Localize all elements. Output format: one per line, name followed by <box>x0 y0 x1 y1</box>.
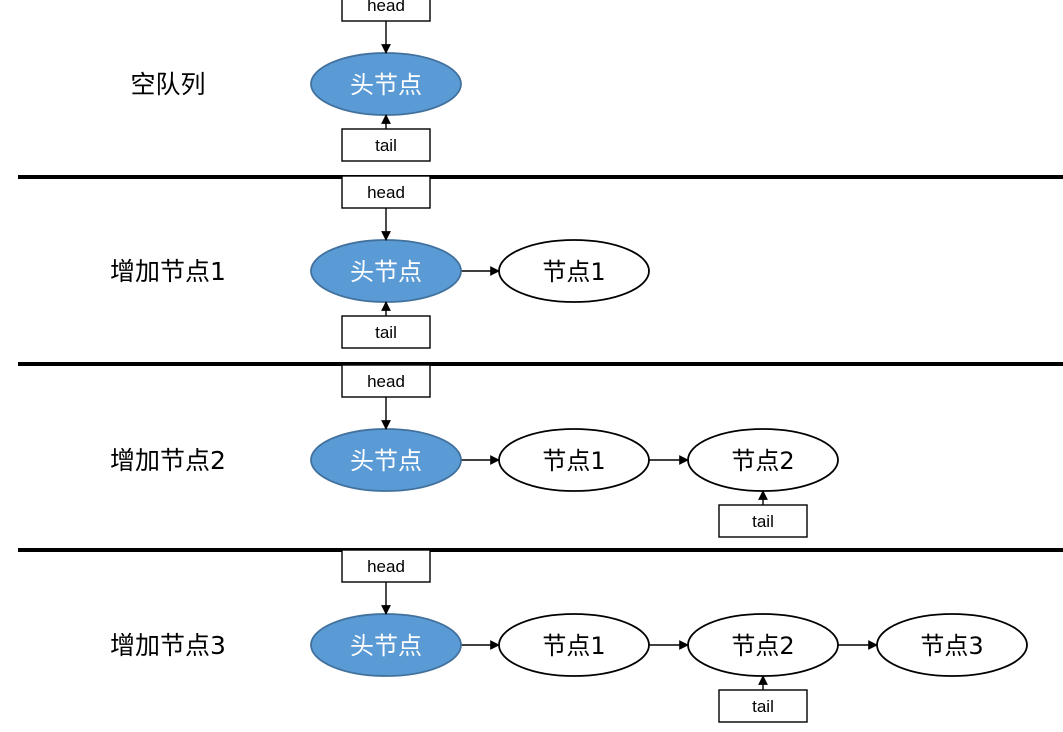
diagram-row: 增加节点3 头节点 节点1 节点2 节点3 head tail <box>110 549 1028 723</box>
tail-pointer-label: tail <box>375 136 397 155</box>
head-node: 头节点 <box>310 428 462 492</box>
queue-node: 节点2 <box>687 613 839 677</box>
queue-node: 节点1 <box>498 613 650 677</box>
row-label: 增加节点2 <box>110 446 226 475</box>
tail-pointer-box <box>341 315 431 349</box>
head-pointer: head <box>341 364 431 430</box>
head-pointer-label: head <box>367 557 405 576</box>
head-pointer: head <box>341 549 431 615</box>
head-node: 头节点 <box>310 52 462 116</box>
node-label: 头节点 <box>350 632 422 660</box>
tail-pointer: tail <box>718 675 808 723</box>
row-label: 空队列 <box>130 70 205 99</box>
node-label: 头节点 <box>350 71 422 99</box>
row-label: 增加节点1 <box>110 257 226 286</box>
tail-pointer-label: tail <box>752 512 774 531</box>
queue-node: 节点3 <box>876 613 1028 677</box>
tail-pointer-label: tail <box>752 697 774 716</box>
row-dividers <box>18 175 1063 552</box>
node-ellipse <box>498 428 650 492</box>
head-node: 头节点 <box>310 613 462 677</box>
node-ellipse <box>498 239 650 303</box>
node-label: 头节点 <box>350 447 422 475</box>
head-pointer: head <box>341 175 431 241</box>
head-pointer-label: head <box>367 0 405 15</box>
tail-pointer-box <box>718 504 808 538</box>
node-label: 头节点 <box>350 258 422 286</box>
diagram-row: 增加节点1 头节点 节点1 head tail <box>110 175 650 349</box>
head-pointer-box <box>341 549 431 583</box>
node-label: 节点1 <box>542 258 605 286</box>
head-pointer-label: head <box>367 372 405 391</box>
node-label: 节点1 <box>542 447 605 475</box>
node-ellipse <box>876 613 1028 677</box>
head-pointer-label: head <box>367 183 405 202</box>
queue-node: 节点1 <box>498 428 650 492</box>
head-pointer-box <box>341 364 431 398</box>
node-ellipse <box>498 613 650 677</box>
tail-pointer: tail <box>341 114 431 162</box>
node-label: 节点2 <box>731 447 794 475</box>
node-label: 节点3 <box>920 632 983 660</box>
node-label: 节点1 <box>542 632 605 660</box>
queue-node: 节点1 <box>498 239 650 303</box>
diagram-row: 空队列 头节点 head tail <box>130 0 462 162</box>
tail-pointer-label: tail <box>375 323 397 342</box>
tail-pointer: tail <box>341 301 431 349</box>
row-label: 增加节点3 <box>110 631 226 660</box>
tail-pointer: tail <box>718 490 808 538</box>
diagram-row: 增加节点2 头节点 节点1 节点2 head tail <box>110 364 839 538</box>
head-pointer: head <box>341 0 431 54</box>
node-label: 节点2 <box>731 632 794 660</box>
head-node: 头节点 <box>310 239 462 303</box>
queue-node: 节点2 <box>687 428 839 492</box>
tail-pointer-box <box>718 689 808 723</box>
